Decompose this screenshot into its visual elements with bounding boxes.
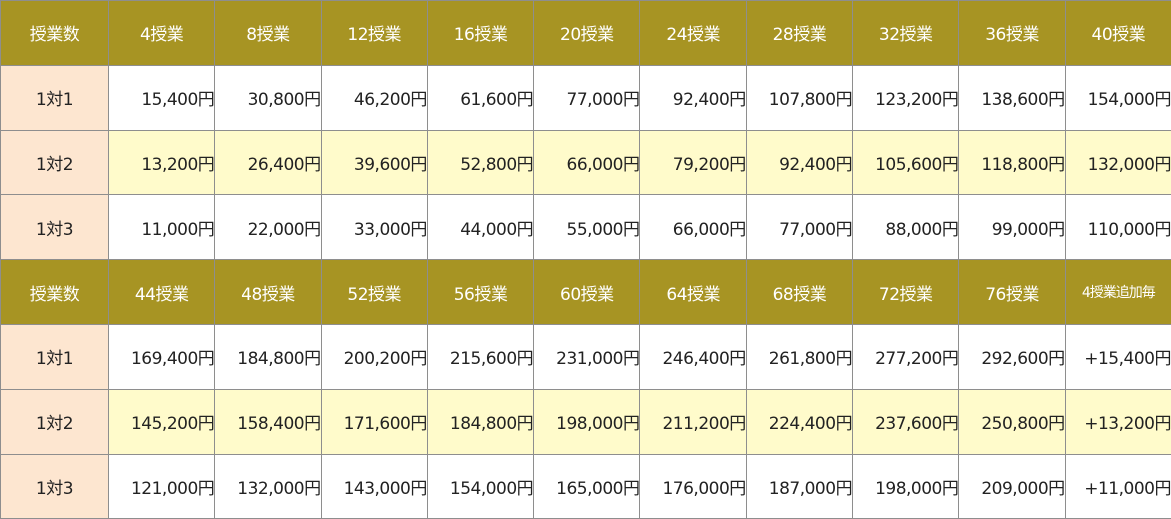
header-cell-lesson-option: 60授業 [533,259,641,325]
price-cell: 165,000円 [533,453,641,519]
price-cell: 118,800円 [958,129,1066,196]
header-cell-lesson-option: 44授業 [107,259,216,325]
price-cell: 46,200円 [320,64,428,131]
price-row: 1対3 121,000円 132,000円 143,000円 154,000円 165,0… [0,453,1171,519]
row-label-student-ratio: 1対2 [0,388,109,455]
header-cell-lesson-count: 授業数 [0,259,109,325]
price-cell: 39,600円 [320,129,428,196]
price-cell: 176,000円 [639,453,747,519]
price-row: 1対1 169,400円 184,800円 200,200円 215,600円 231,0… [0,323,1171,390]
price-cell: 209,000円 [958,453,1066,519]
price-cell: 61,600円 [426,64,535,131]
price-cell: 15,400円 [107,64,216,131]
price-cell: 52,800円 [426,129,535,196]
price-cell: 211,200円 [639,388,747,455]
price-cell: 184,800円 [426,388,535,455]
price-cell: 200,200円 [320,323,428,390]
price-cell: 123,200円 [852,64,960,131]
price-row: 1対2 145,200円 158,400円 171,600円 184,800円 198,0… [0,388,1171,455]
price-cell: 143,000円 [320,453,428,519]
row-label-student-ratio: 1対3 [0,453,109,519]
price-cell: +11,000円 [1064,453,1171,519]
price-cell: 92,400円 [639,64,747,131]
price-cell: 187,000円 [745,453,854,519]
price-cell: 13,200円 [107,129,216,196]
header-cell-lesson-option: 12授業 [320,0,428,66]
price-cell: 237,600円 [852,388,960,455]
header-cell-lesson-option: 4授業 [107,0,216,66]
header-cell-lesson-option: 16授業 [426,0,535,66]
header-cell-lesson-option: 20授業 [533,0,641,66]
price-cell: 99,000円 [958,194,1066,261]
price-row: 1対2 13,200円 26,400円 39,600円 52,800円 66,000円 79… [0,129,1171,196]
price-cell: 215,600円 [426,323,535,390]
header-cell-lesson-option: 52授業 [320,259,428,325]
price-cell: 92,400円 [745,129,854,196]
price-cell: +15,400円 [1064,323,1171,390]
row-label-student-ratio: 1対3 [0,194,109,261]
price-cell: 246,400円 [639,323,747,390]
header-cell-lesson-option: 32授業 [852,0,960,66]
price-cell: 231,000円 [533,323,641,390]
price-cell: 105,600円 [852,129,960,196]
header-cell-lesson-option: 40授業 [1064,0,1171,66]
price-cell: 121,000円 [107,453,216,519]
price-cell: 77,000円 [533,64,641,131]
header-cell-lesson-option: 24授業 [639,0,747,66]
price-cell: 22,000円 [214,194,322,261]
price-cell: 277,200円 [852,323,960,390]
price-cell: 171,600円 [320,388,428,455]
header-row: 授業数 4授業 8授業 12授業 16授業 20授業 24授業 28授業 32授業 36授業 40授… [0,0,1171,66]
row-label-student-ratio: 1対1 [0,64,109,131]
header-cell-lesson-option: 36授業 [958,0,1066,66]
price-cell: 145,200円 [107,388,216,455]
price-cell: 30,800円 [214,64,322,131]
price-cell: 88,000円 [852,194,960,261]
price-cell: 198,000円 [533,388,641,455]
header-cell-lesson-option: 8授業 [214,0,322,66]
price-cell: 107,800円 [745,64,854,131]
header-row: 授業数 44授業 48授業 52授業 56授業 60授業 64授業 68授業 72授業 76授業 4… [0,259,1171,325]
price-cell: 154,000円 [426,453,535,519]
header-cell-lesson-count: 授業数 [0,0,109,66]
price-cell: 224,400円 [745,388,854,455]
price-cell: 79,200円 [639,129,747,196]
price-cell: 154,000円 [1064,64,1171,131]
price-cell: 26,400円 [214,129,322,196]
price-cell: 292,600円 [958,323,1066,390]
price-cell: 132,000円 [1064,129,1171,196]
price-cell: +13,200円 [1064,388,1171,455]
price-cell: 158,400円 [214,388,322,455]
price-cell: 132,000円 [214,453,322,519]
header-cell-lesson-option: 4授業追加毎 [1064,259,1171,325]
header-cell-lesson-option: 68授業 [745,259,854,325]
row-label-student-ratio: 1対2 [0,129,109,196]
header-cell-lesson-option: 28授業 [745,0,854,66]
header-cell-lesson-option: 48授業 [214,259,322,325]
price-cell: 66,000円 [639,194,747,261]
price-cell: 77,000円 [745,194,854,261]
header-cell-lesson-option: 76授業 [958,259,1066,325]
price-cell: 55,000円 [533,194,641,261]
header-cell-lesson-option: 56授業 [426,259,535,325]
price-cell: 66,000円 [533,129,641,196]
row-label-student-ratio: 1対1 [0,323,109,390]
price-cell: 44,000円 [426,194,535,261]
price-cell: 11,000円 [107,194,216,261]
price-cell: 261,800円 [745,323,854,390]
header-cell-lesson-option: 72授業 [852,259,960,325]
price-row: 1対3 11,000円 22,000円 33,000円 44,000円 55,000円 66… [0,194,1171,261]
price-cell: 198,000円 [852,453,960,519]
header-cell-lesson-option: 64授業 [639,259,747,325]
price-cell: 138,600円 [958,64,1066,131]
price-row: 1対1 15,400円 30,800円 46,200円 61,600円 77,000円 92… [0,64,1171,131]
price-cell: 33,000円 [320,194,428,261]
price-cell: 169,400円 [107,323,216,390]
price-cell: 184,800円 [214,323,322,390]
price-cell: 250,800円 [958,388,1066,455]
price-cell: 110,000円 [1064,194,1171,261]
